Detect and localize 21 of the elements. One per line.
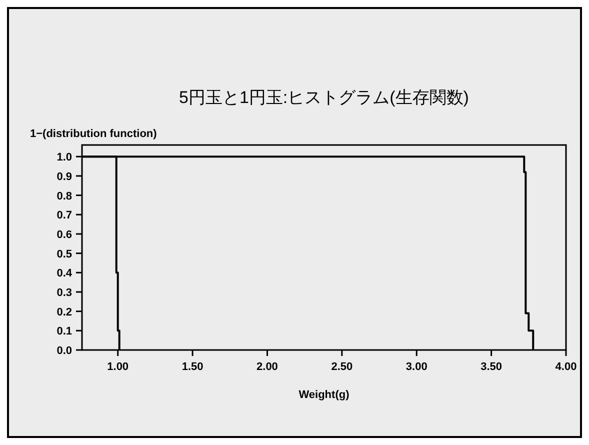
x-tick-label: 2.50 [331,361,353,373]
y-tick-label: 0.3 [56,286,72,299]
x-axis-title: Weight(g) [298,389,350,401]
x-tick-label: 2.00 [256,361,278,373]
x-tick-label: 1.50 [182,361,204,373]
chart-title: 5円玉と1円玉:ヒストグラム(生存関数) [179,88,469,107]
y-tick-label: 1.0 [56,152,72,164]
y-tick-label: 0.5 [56,248,72,260]
y-axis-title: 1−(distribution function) [30,128,158,140]
x-tick-label: 3.00 [406,361,428,373]
y-tick-label: 0.4 [56,268,73,280]
y-tick-label: 0.1 [56,326,72,338]
y-tick-label: 0.0 [56,345,72,357]
x-tick-label: 1.00 [107,361,129,373]
x-tick-label: 3.50 [480,361,502,373]
y-tick-label: 0.6 [56,228,72,241]
y-tick-label: 0.7 [56,210,72,222]
y-tick-label: 0.9 [56,170,72,183]
y-tick-label: 0.8 [56,190,72,202]
x-tick-label: 4.00 [555,361,577,373]
y-tick-label: 0.2 [56,306,72,318]
